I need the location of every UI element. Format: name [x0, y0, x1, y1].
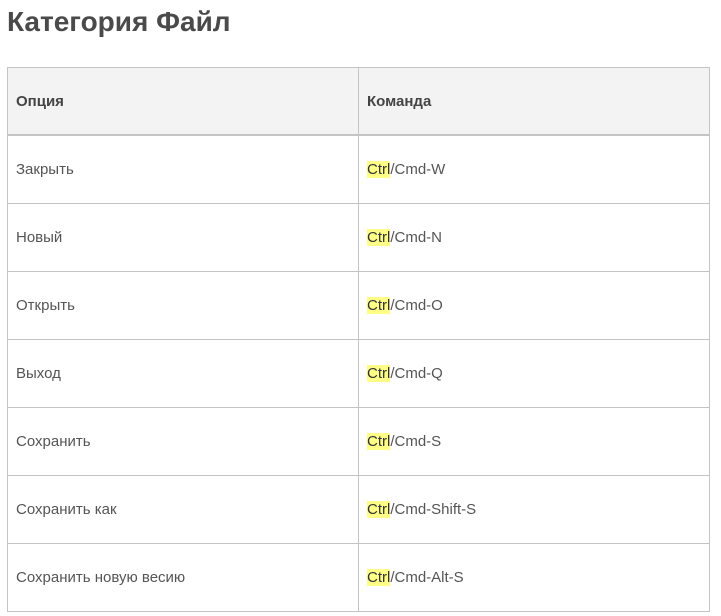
highlighted-key: Ctrl [367, 365, 391, 382]
option-cell: Сохранить новую весию [7, 543, 359, 612]
table-header-row: Опция Команда [7, 67, 710, 136]
header-option: Опция [7, 67, 359, 136]
command-rest: /Cmd-W [390, 161, 446, 178]
highlighted-key: Ctrl [367, 229, 391, 246]
command-rest: /Cmd-Shift-S [390, 501, 477, 518]
highlighted-key: Ctrl [367, 433, 391, 450]
option-cell: Новый [7, 203, 359, 272]
table-row: Сохранить как Ctrl/Cmd-Shift-S [7, 475, 710, 544]
option-cell: Открыть [7, 271, 359, 340]
command-cell: Ctrl/Cmd-O [358, 271, 710, 340]
option-cell: Сохранить как [7, 475, 359, 544]
table-row: Закрыть Ctrl/Cmd-W [7, 134, 710, 204]
highlighted-key: Ctrl [367, 161, 391, 178]
command-rest: /Cmd-O [390, 297, 443, 314]
highlighted-key: Ctrl [367, 501, 391, 518]
command-cell: Ctrl/Cmd-Alt-S [358, 543, 710, 612]
command-rest: /Cmd-N [390, 229, 442, 246]
option-cell: Сохранить [7, 407, 359, 476]
command-cell: Ctrl/Cmd-Q [358, 339, 710, 408]
table-row: Открыть Ctrl/Cmd-O [7, 271, 710, 340]
command-cell: Ctrl/Cmd-Shift-S [358, 475, 710, 544]
table-row: Сохранить Ctrl/Cmd-S [7, 407, 710, 476]
option-cell: Выход [7, 339, 359, 408]
command-rest: /Cmd-S [390, 433, 442, 450]
table-row: Выход Ctrl/Cmd-Q [7, 339, 710, 408]
highlighted-key: Ctrl [367, 569, 391, 586]
command-rest: /Cmd-Alt-S [390, 569, 464, 586]
shortcuts-table: Опция Команда Закрыть Ctrl/Cmd-W Новый Ct… [7, 67, 710, 612]
command-rest: /Cmd-Q [390, 365, 443, 382]
command-cell: Ctrl/Cmd-N [358, 203, 710, 272]
table-row: Новый Ctrl/Cmd-N [7, 203, 710, 272]
command-cell: Ctrl/Cmd-W [358, 134, 710, 204]
page-title: Категория Файл [7, 6, 231, 37]
table-row: Сохранить новую весию Ctrl/Cmd-Alt-S [7, 543, 710, 612]
header-command: Команда [358, 67, 710, 136]
command-cell: Ctrl/Cmd-S [358, 407, 710, 476]
highlighted-key: Ctrl [367, 297, 391, 314]
option-cell: Закрыть [7, 134, 359, 204]
